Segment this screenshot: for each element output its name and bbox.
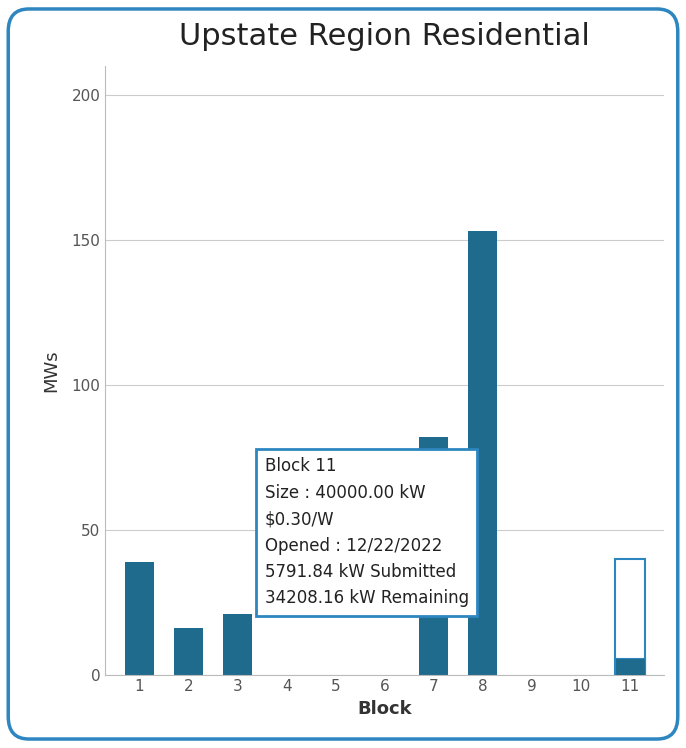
Bar bbox=[419, 437, 449, 675]
Title: Upstate Region Residential: Upstate Region Residential bbox=[179, 22, 590, 52]
Y-axis label: MWs: MWs bbox=[43, 349, 60, 392]
Bar bbox=[615, 559, 645, 675]
Bar bbox=[174, 628, 203, 675]
Bar bbox=[223, 614, 252, 675]
X-axis label: Block: Block bbox=[357, 700, 412, 718]
Bar bbox=[615, 657, 645, 675]
Text: Block 11
Size : 40000.00 kW
$0.30/W
Opened : 12/22/2022
5791.84 kW Submitted
342: Block 11 Size : 40000.00 kW $0.30/W Open… bbox=[265, 457, 469, 607]
Bar bbox=[468, 231, 497, 675]
Bar bbox=[125, 562, 154, 675]
